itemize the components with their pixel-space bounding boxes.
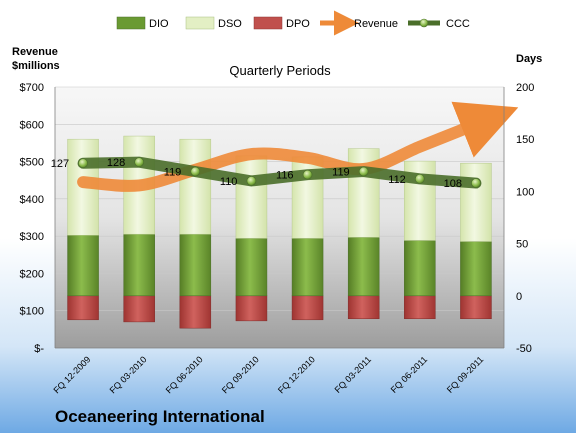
legend-label-dpo: DPO	[286, 18, 310, 30]
ccc-data-label: 127	[51, 158, 69, 170]
left-tick-label: $700	[20, 82, 44, 94]
dpo-bar	[404, 295, 436, 320]
legend-marker-ccc	[419, 18, 429, 28]
dso-bar	[235, 155, 268, 239]
left-tick-label: $300	[20, 231, 44, 243]
dso-bar	[460, 162, 492, 242]
ccc-data-label: 128	[107, 157, 125, 169]
dpo-bar	[179, 295, 212, 329]
left-tick-label: $100	[20, 306, 44, 318]
left-tick-label: $200	[20, 268, 44, 280]
ccc-point	[134, 157, 144, 167]
ccc-data-label: 112	[388, 174, 406, 186]
dpo-bar	[123, 295, 155, 323]
dio-bar	[179, 233, 212, 297]
right-tick-label: 150	[516, 134, 534, 146]
legend-label-ccc: CCC	[446, 18, 470, 30]
right-tick-label: 100	[516, 186, 534, 198]
legend-swatch-dso	[185, 16, 215, 30]
legend: DIO DSO DPO Revenue CCC	[116, 10, 470, 36]
ccc-data-label: 116	[276, 170, 294, 182]
revenue-series	[77, 101, 519, 192]
right-axis-title: Days	[516, 53, 542, 65]
ccc-line	[77, 156, 482, 189]
company-name: Oceaneering International	[55, 407, 265, 426]
dio-bar	[291, 238, 324, 297]
ccc-data-label: 119	[332, 167, 350, 179]
dio-bar	[460, 241, 492, 297]
ccc-point	[246, 176, 257, 186]
dso-bar	[179, 138, 212, 235]
left-tick-label: $600	[20, 119, 44, 131]
left-tick-label: $400	[20, 194, 44, 206]
left-tick-label: $-	[34, 343, 44, 355]
dio-bar	[67, 234, 99, 297]
dio-bar	[404, 240, 436, 297]
revenue-curve	[77, 101, 519, 192]
chart-title: Quarterly Periods	[229, 63, 331, 78]
legend-swatch-dio	[116, 16, 146, 30]
dio-bar	[347, 237, 380, 297]
ccc-point	[415, 174, 425, 184]
legend-label-dio: DIO	[149, 18, 169, 30]
dio-bar	[235, 238, 268, 297]
dpo-bar	[460, 295, 492, 320]
left-tick-label: $500	[20, 157, 44, 169]
legend-label-revenue: Revenue	[354, 18, 398, 30]
ccc-point	[190, 166, 201, 177]
legend-swatch-dpo	[253, 16, 283, 30]
dpo-bar	[347, 295, 380, 320]
plot-area	[55, 87, 504, 348]
left-axis-title-line1: Revenue	[12, 46, 58, 58]
ccc-series: 127 128 119 110 116 119 112 108	[51, 156, 482, 190]
left-axis-title-line2: $millions	[12, 60, 60, 72]
dpo-bar	[67, 295, 99, 321]
ccc-data-label: 119	[164, 167, 182, 179]
right-tick-label: 50	[516, 239, 528, 251]
ccc-point	[302, 169, 313, 180]
ccc-point	[78, 158, 88, 169]
ccc-data-label: 110	[220, 176, 238, 188]
right-tick-label: 0	[516, 291, 522, 303]
dio-bar	[123, 233, 155, 297]
ccc-point	[471, 178, 481, 188]
legend-label-dso: DSO	[218, 18, 242, 30]
dpo-bar	[291, 295, 324, 321]
ccc-point	[358, 166, 369, 177]
right-tick-label: 200	[516, 82, 534, 94]
dpo-bar	[235, 295, 268, 322]
ccc-data-label: 108	[444, 178, 462, 190]
right-tick-label: -50	[516, 343, 532, 355]
